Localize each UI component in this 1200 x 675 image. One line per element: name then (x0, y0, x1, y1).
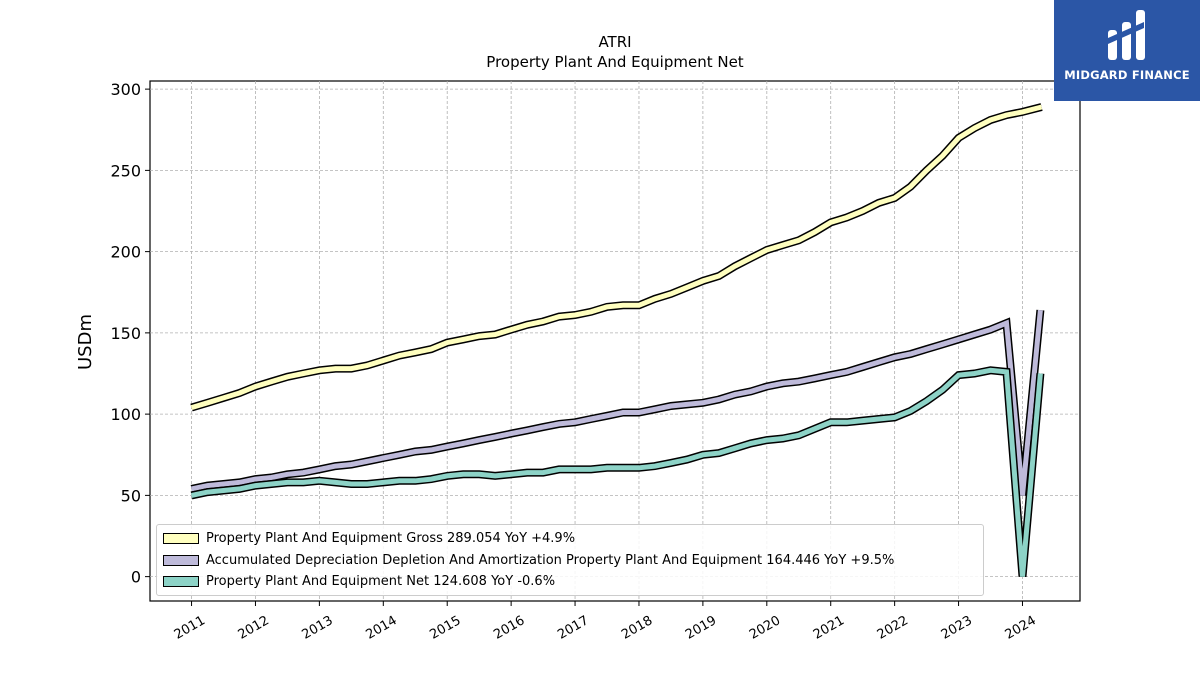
legend-swatch-net (163, 575, 199, 587)
x-tick-label: 2017 (555, 613, 591, 643)
legend-label-net: Property Plant And Equipment Net 124.608… (206, 573, 556, 589)
series-line (190, 367, 1043, 577)
y-tick-label: 150 (110, 324, 141, 343)
chart-subtitle: Property Plant And Equipment Net (486, 53, 744, 71)
x-tick-label: 2016 (491, 613, 527, 643)
legend-item-gross: Property Plant And Equipment Gross 289.0… (163, 529, 575, 547)
x-tick-label: 2022 (875, 613, 911, 643)
legend-item-net: Property Plant And Equipment Net 124.608… (163, 572, 555, 590)
legend-swatch-gross (163, 532, 199, 544)
brand-logo: MIDGARD FINANCE (1054, 0, 1200, 101)
series-2 (190, 366, 1045, 577)
series-0 (190, 103, 1043, 412)
x-tick-label: 2012 (236, 613, 272, 643)
x-tick-label: 2024 (1003, 613, 1039, 643)
x-tick-label: 2015 (427, 613, 463, 643)
x-tick-label: 2023 (939, 613, 975, 643)
legend-item-accumulated-depreciation: Accumulated Depreciation Depletion And A… (163, 551, 894, 569)
x-tick-label: 2011 (172, 613, 208, 643)
x-tick-label: 2021 (811, 613, 847, 643)
legend-label-accumulated-depreciation: Accumulated Depreciation Depletion And A… (206, 552, 895, 568)
series-line (190, 104, 1043, 410)
y-tick-label: 50 (121, 486, 141, 505)
x-tick-label: 2014 (363, 613, 399, 643)
y-axis-label: USDm (75, 314, 96, 370)
y-tick-label: 250 (110, 161, 141, 180)
y-tick-label: 200 (110, 243, 141, 262)
legend-label-gross: Property Plant And Equipment Gross 289.0… (206, 530, 576, 546)
logo-text: MIDGARD FINANCE (1064, 68, 1190, 82)
x-tick-label: 2020 (747, 613, 783, 643)
y-tick-label: 0 (131, 568, 141, 587)
x-tick-label: 2019 (683, 613, 719, 643)
y-tick-label: 300 (110, 80, 141, 99)
series-layer (190, 103, 1045, 577)
series-line (190, 309, 1043, 496)
legend-swatch-accumulated-depreciation (163, 554, 199, 566)
chart-title: ATRI (598, 33, 632, 51)
x-tick-label: 2018 (619, 613, 655, 643)
series-1 (190, 309, 1045, 496)
y-tick-label: 100 (110, 405, 141, 424)
x-tick-label: 2013 (300, 613, 336, 643)
legend: Property Plant And Equipment Gross 289.0… (156, 524, 984, 596)
logo-mark-icon (1108, 10, 1145, 60)
